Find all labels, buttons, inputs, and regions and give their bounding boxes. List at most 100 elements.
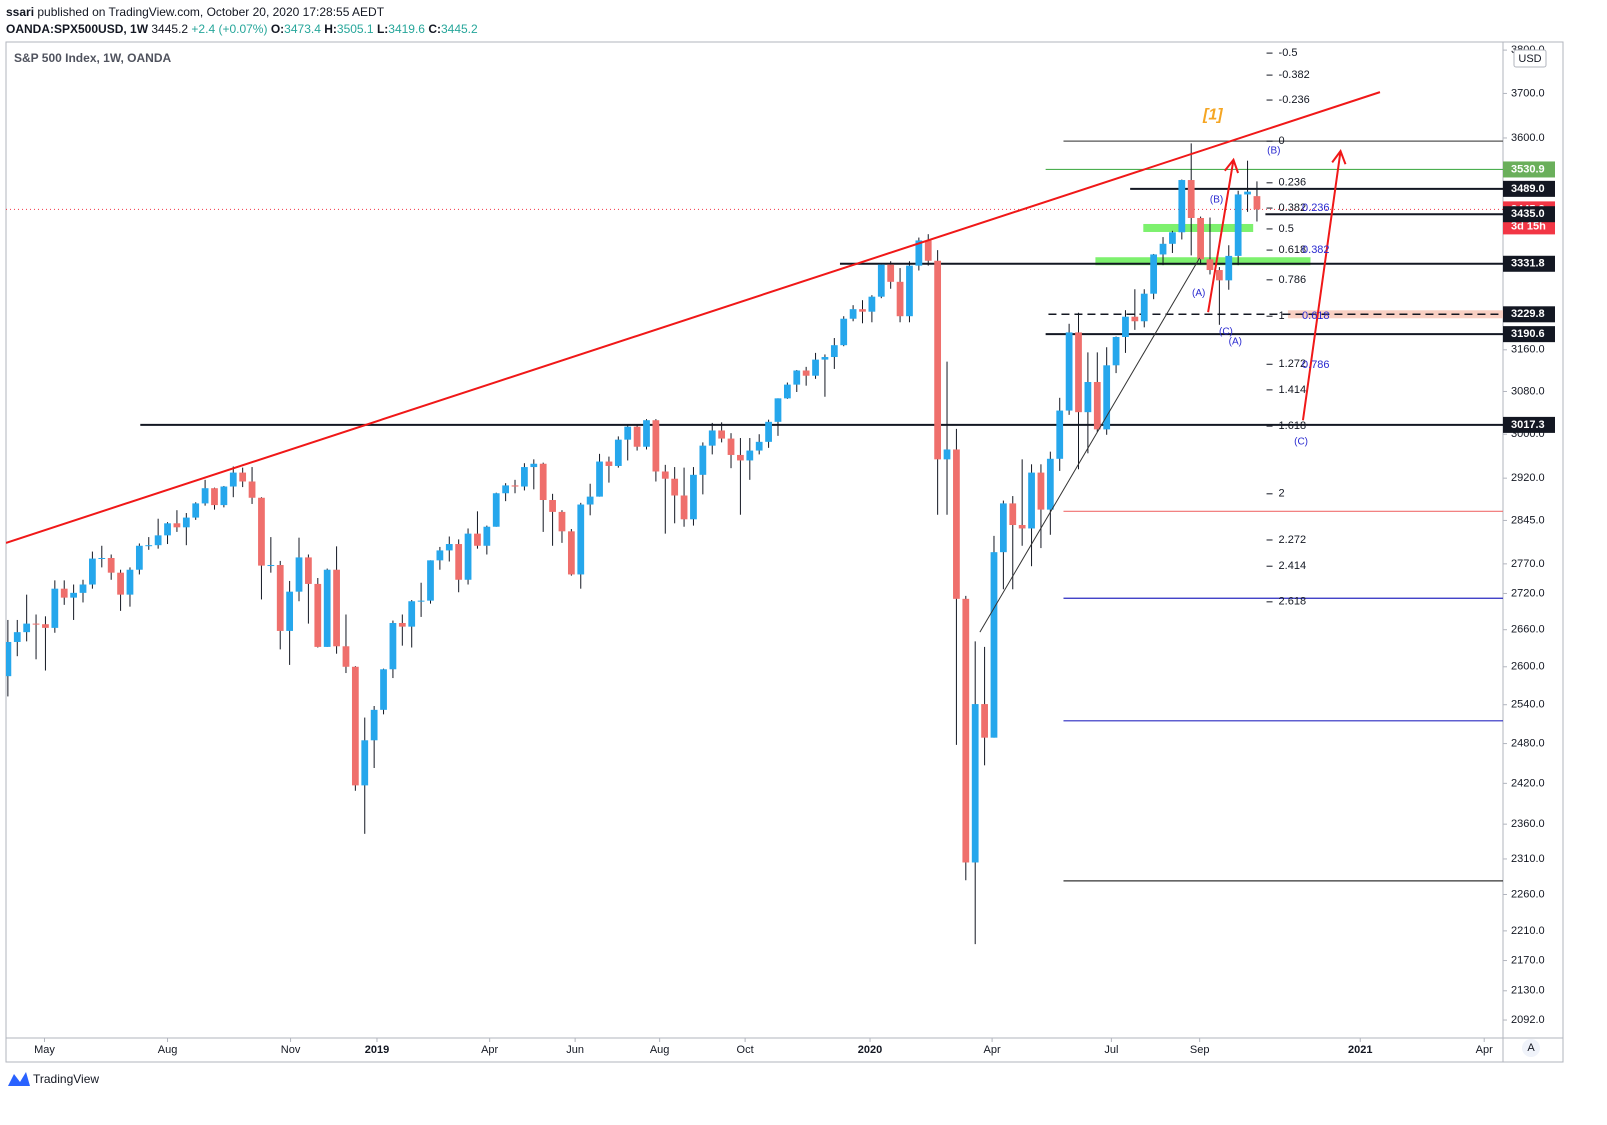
currency[interactable]: USD [1518, 53, 1541, 65]
x-tick-label: Jun [566, 1044, 584, 1056]
y-tick-label: 3160.0 [1511, 344, 1545, 356]
chart-frame [5, 41, 1564, 1063]
candle-body [661, 471, 669, 479]
candle-body [549, 500, 556, 512]
candle-body [1028, 472, 1035, 529]
candle-body [361, 740, 369, 786]
candle-body [1093, 382, 1101, 430]
wave-label: (A) [1229, 337, 1242, 348]
candle-body [295, 557, 303, 592]
ohlc-key: H: [324, 22, 337, 36]
change: +2.4 (+0.07%) [191, 22, 268, 36]
y-tick-label: 2092.0 [1511, 1014, 1545, 1026]
fib-label: 1 [1279, 310, 1285, 322]
candle-body [1084, 382, 1092, 413]
candle-body [530, 463, 538, 468]
candle-body [464, 533, 472, 580]
candle-body [812, 359, 819, 376]
candle-body [1018, 525, 1026, 529]
candle-body [267, 565, 275, 567]
x-tick-label: Apr [984, 1044, 1001, 1056]
y-tick-label: 2420.0 [1511, 777, 1545, 789]
candle-body [1234, 194, 1242, 256]
candle-body [802, 370, 810, 376]
candle-body [1103, 365, 1111, 430]
candle-body [539, 463, 547, 501]
auto-scale-label[interactable]: A [1527, 1042, 1535, 1054]
candle-body [342, 646, 350, 667]
currency-box[interactable] [1513, 49, 1547, 68]
candle-body [633, 426, 641, 447]
candle-body [370, 709, 378, 741]
candle-body [924, 240, 932, 261]
candle-body [1009, 503, 1017, 526]
candle-body [793, 370, 801, 385]
x-tick-label: Apr [1476, 1044, 1493, 1056]
candle-body [351, 666, 359, 786]
author: ssari [6, 5, 35, 19]
candle-body [51, 588, 59, 628]
y-tick-label: 2310.0 [1511, 853, 1545, 865]
candle-body [1122, 316, 1129, 337]
candle-body [126, 569, 134, 595]
countdown: 3d 15h [1511, 220, 1546, 232]
candle-body [1056, 410, 1064, 459]
candle-body [915, 240, 923, 266]
y-tick-label: 2260.0 [1511, 888, 1545, 900]
candle-body [145, 545, 153, 547]
candle-body [1253, 196, 1261, 210]
candle-body [840, 318, 848, 346]
candle-body [934, 260, 942, 460]
candle-body [248, 481, 256, 498]
candle-body [474, 533, 481, 546]
fib-label: 0 [1279, 135, 1285, 147]
countdown-box [1503, 218, 1555, 235]
candle-body [690, 474, 697, 520]
candle-body [990, 552, 998, 738]
fib-label: 0.786 [1279, 274, 1307, 286]
y-tick-label: 2770.0 [1511, 558, 1545, 570]
fib-label: -0.236 [1279, 94, 1310, 106]
candle-body [483, 526, 491, 546]
y-tick-label: 2540.0 [1511, 699, 1545, 711]
candle-body [417, 600, 425, 602]
candle-body [943, 449, 951, 460]
price-label-box [1503, 306, 1555, 323]
candle-body [727, 438, 735, 455]
candle-body [135, 545, 143, 570]
candle-body [1206, 259, 1214, 271]
candle-body [774, 398, 782, 422]
candle-body [445, 544, 453, 551]
candle-body [1187, 180, 1195, 218]
fib-label: 2.618 [1279, 596, 1307, 608]
candle-body [1178, 180, 1186, 233]
arrow [1301, 149, 1347, 421]
candle-body [596, 461, 603, 497]
published: published on TradingView.com, October 20… [37, 5, 385, 19]
fib-label: 1.618 [1279, 420, 1307, 432]
price-label: 3190.6 [1511, 328, 1545, 340]
candle-body [624, 426, 632, 440]
zone [1287, 310, 1503, 319]
candle-body [492, 493, 500, 527]
x-tick-label: Aug [650, 1044, 670, 1056]
fib-label: 0.5 [1279, 223, 1294, 235]
candle-body [70, 592, 77, 598]
candle-body [323, 569, 331, 647]
author-line: ssari published on TradingView.com, Octo… [6, 4, 478, 21]
x-tick-label: Jul [1104, 1044, 1118, 1056]
candle-body [830, 345, 838, 358]
sub-fib-label: 0.382 [1302, 244, 1330, 256]
candle-body [436, 550, 444, 561]
x-tick-label: Sep [1190, 1044, 1210, 1056]
candle-body [98, 557, 106, 559]
auto-scale-button[interactable] [1522, 1039, 1540, 1057]
candle-body [32, 623, 40, 625]
candle-body [1215, 270, 1223, 281]
header: ssari published on TradingView.com, Octo… [6, 4, 478, 38]
candle-body [23, 623, 31, 633]
candle-body [182, 517, 190, 528]
candle-body [708, 430, 716, 446]
